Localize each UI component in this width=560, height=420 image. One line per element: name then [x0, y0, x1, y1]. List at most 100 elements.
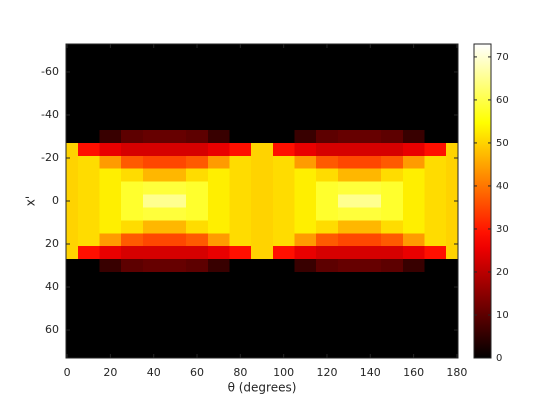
heatmap-cell	[164, 207, 187, 221]
heatmap-cell	[359, 246, 382, 260]
heatmap-cell	[77, 155, 101, 170]
heatmap-cell	[164, 181, 187, 196]
heatmap-cell	[77, 349, 101, 358]
heatmap-cell	[316, 117, 339, 131]
heatmap-cell	[316, 246, 339, 260]
heatmap-cell	[229, 155, 252, 170]
heatmap-cell	[294, 297, 317, 312]
heatmap-cell	[272, 168, 296, 183]
heatmap-cell	[337, 65, 361, 80]
heatmap-cell	[272, 52, 296, 67]
heatmap-cell	[229, 168, 252, 183]
heatmap-cell	[77, 323, 101, 338]
heatmap-cell	[142, 142, 166, 157]
heatmap-cell	[402, 323, 426, 338]
heatmap-cell	[121, 297, 144, 312]
heatmap-cell	[186, 52, 209, 67]
heatmap-cell	[207, 284, 231, 299]
heatmap-cell	[294, 78, 317, 92]
heatmap-cell	[402, 65, 426, 80]
heatmap-cell	[66, 52, 79, 67]
heatmap-cell	[359, 259, 382, 273]
heatmap-cell	[316, 349, 339, 358]
heatmap-cell	[294, 310, 317, 325]
heatmap-cell	[294, 259, 317, 273]
heatmap-cell	[66, 130, 79, 144]
heatmap-cell	[381, 52, 404, 67]
heatmap-cell	[142, 78, 166, 92]
heatmap-cell	[294, 181, 317, 196]
heatmap-cell	[272, 297, 296, 312]
heatmap-cell	[316, 271, 339, 286]
heatmap-cell	[337, 323, 361, 338]
heatmap-cell	[446, 207, 458, 221]
heatmap-cell	[207, 78, 231, 92]
heatmap-cell	[381, 155, 404, 170]
heatmap-cell	[207, 271, 231, 286]
y-axis-label: x'	[24, 196, 38, 206]
heatmap-cell	[424, 44, 447, 54]
heatmap-cell	[251, 91, 274, 105]
heatmap-cell	[381, 220, 404, 234]
heatmap-cell	[229, 104, 252, 118]
heatmap-cell	[251, 168, 274, 183]
colorbar-tick-label: 50	[496, 138, 509, 149]
heatmap-cell	[99, 284, 122, 299]
heatmap-cell	[316, 207, 339, 221]
heatmap-cell	[316, 104, 339, 118]
heatmap-cell	[99, 310, 122, 325]
heatmap-cell	[337, 44, 361, 54]
heatmap-cell	[337, 91, 361, 105]
heatmap-cell	[316, 91, 339, 105]
heatmap-cell	[294, 323, 317, 338]
heatmap-cell	[186, 349, 209, 358]
heatmap-cell	[381, 271, 404, 286]
heatmap-cell	[142, 233, 166, 247]
heatmap-cell	[66, 142, 79, 157]
heatmap-cell	[424, 181, 447, 196]
heatmap-cell	[251, 181, 274, 196]
heatmap-cell	[294, 246, 317, 260]
x-axis-label: θ (degrees)	[228, 381, 297, 395]
heatmap-cell	[229, 181, 252, 196]
heatmap-cell	[424, 323, 447, 338]
heatmap-cell	[77, 297, 101, 312]
heatmap-cell	[272, 259, 296, 273]
heatmap-cell	[121, 44, 144, 54]
heatmap-cell	[142, 65, 166, 80]
heatmap-cell	[381, 310, 404, 325]
heatmap-cell	[164, 52, 187, 67]
heatmap-cell	[121, 130, 144, 144]
heatmap-cell	[337, 297, 361, 312]
heatmap-cell	[186, 336, 209, 350]
heatmap-cell	[251, 349, 274, 358]
heatmap-cell	[121, 142, 144, 157]
heatmap-cell	[359, 91, 382, 105]
heatmap-cell	[337, 181, 361, 196]
heatmap-cell	[359, 142, 382, 157]
heatmap-cell	[164, 233, 187, 247]
heatmap-cell	[424, 246, 447, 260]
heatmap-cell	[381, 194, 404, 209]
heatmap-cell	[424, 65, 447, 80]
heatmap-cell	[337, 52, 361, 67]
heatmap-cell	[272, 323, 296, 338]
heatmap-cell	[359, 284, 382, 299]
heatmap-cell	[381, 104, 404, 118]
heatmap-cell	[66, 310, 79, 325]
heatmap-cell	[77, 52, 101, 67]
heatmap-cell	[402, 52, 426, 67]
heatmap-cell	[251, 323, 274, 338]
heatmap-cell	[446, 323, 458, 338]
heatmap-cell	[66, 78, 79, 92]
heatmap-cell	[66, 194, 79, 209]
heatmap-cell	[207, 207, 231, 221]
heatmap-cell	[272, 336, 296, 350]
heatmap-cell	[359, 297, 382, 312]
heatmap-cell	[424, 104, 447, 118]
heatmap-cell	[229, 194, 252, 209]
heatmap-cell	[164, 78, 187, 92]
heatmap-cell	[251, 142, 274, 157]
heatmap-cell	[186, 310, 209, 325]
heatmap-cell	[402, 297, 426, 312]
